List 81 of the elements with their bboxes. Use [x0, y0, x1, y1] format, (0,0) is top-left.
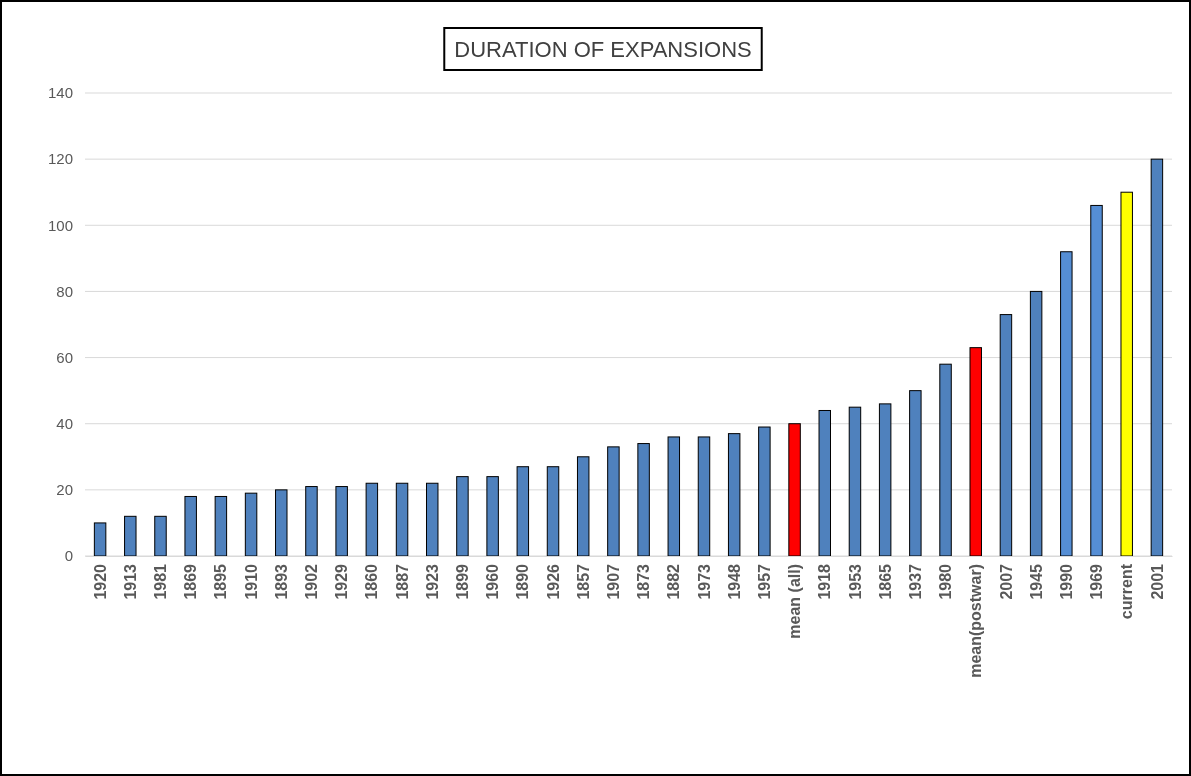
x-tick-label: 1926 — [544, 563, 562, 600]
x-tick-label: 1869 — [182, 563, 200, 600]
x-tick-label: 2007 — [997, 563, 1015, 600]
bar — [516, 466, 530, 557]
bar — [607, 446, 620, 557]
x-tick-label: 1960 — [484, 563, 502, 600]
bar — [818, 409, 831, 557]
bar — [395, 482, 409, 557]
bar — [576, 456, 590, 557]
x-tick-label: 1918 — [816, 563, 834, 600]
x-tick-label: 1882 — [665, 563, 683, 600]
bar — [909, 390, 922, 557]
bar — [1150, 158, 1164, 557]
bar — [335, 486, 348, 557]
x-tick-label: 1980 — [937, 563, 955, 600]
x-tick-label: 1945 — [1027, 563, 1045, 600]
bar — [1029, 290, 1043, 557]
x-tick-label: 1907 — [605, 563, 622, 600]
x-tick-label: mean (all) — [786, 564, 804, 639]
bar — [788, 423, 801, 557]
y-tick-label: 140 — [47, 84, 73, 102]
y-tick-label: 40 — [56, 415, 73, 433]
y-tick-label: 0 — [64, 547, 73, 565]
x-tick-label: 1899 — [454, 563, 472, 600]
bar — [93, 522, 107, 557]
x-tick-label: 1873 — [635, 563, 653, 600]
bar — [667, 436, 681, 557]
bar — [758, 426, 771, 557]
x-tick-label: 1887 — [393, 563, 411, 600]
chart-title: DURATION OF EXPANSIONS — [454, 37, 752, 62]
bar — [1090, 204, 1103, 557]
x-tick-label: mean(postwar) — [967, 564, 985, 678]
x-tick-label: 1913 — [121, 563, 139, 600]
x-tick-label: 1953 — [846, 563, 864, 600]
y-tick-label: 100 — [47, 216, 73, 234]
x-tick-label: 1937 — [906, 563, 924, 600]
bar — [456, 476, 469, 557]
x-tick-label: 1948 — [725, 563, 743, 600]
y-tick-label: 80 — [56, 282, 73, 300]
y-tick-label: 20 — [56, 481, 73, 499]
bar — [1060, 251, 1073, 557]
x-tick-label: 1957 — [755, 563, 773, 600]
x-tick-label: current — [1118, 563, 1136, 620]
bar — [305, 486, 318, 557]
bar — [697, 436, 711, 557]
bar — [365, 482, 379, 557]
x-tick-label: 1973 — [695, 563, 713, 600]
x-tick-label: 1895 — [212, 563, 230, 600]
bar — [848, 406, 862, 557]
bar — [275, 489, 288, 557]
bar — [999, 314, 1013, 557]
bar — [969, 347, 982, 557]
x-tick-label: 1929 — [333, 563, 351, 600]
bar — [124, 515, 137, 557]
bar — [727, 433, 741, 557]
x-tick-label: 1865 — [876, 563, 894, 600]
y-tick-label: 120 — [47, 150, 73, 168]
x-tick-label: 1910 — [242, 563, 260, 600]
bar — [546, 466, 560, 557]
bar — [244, 492, 258, 557]
bar — [184, 495, 197, 557]
bar — [1120, 191, 1133, 557]
x-tick-label: 1860 — [363, 563, 381, 600]
x-tick-label: 1969 — [1088, 563, 1106, 600]
x-tick-label: 1902 — [303, 563, 321, 600]
x-tick-label: 1920 — [91, 563, 109, 600]
x-tick-label: 2001 — [1148, 563, 1166, 600]
x-tick-label: 1981 — [152, 563, 170, 600]
bar — [426, 482, 439, 557]
x-tick-label: 1857 — [574, 563, 592, 600]
bar — [486, 476, 499, 557]
bar — [637, 443, 650, 557]
bar — [878, 403, 892, 557]
bar — [154, 515, 167, 557]
x-tick-label: 1990 — [1057, 563, 1075, 600]
bar — [939, 363, 952, 557]
x-tick-label: 1923 — [423, 563, 441, 600]
y-tick-label: 60 — [56, 348, 73, 366]
x-tick-label: 1893 — [272, 563, 290, 600]
bar — [214, 495, 228, 557]
x-tick-label: 1890 — [514, 563, 532, 600]
